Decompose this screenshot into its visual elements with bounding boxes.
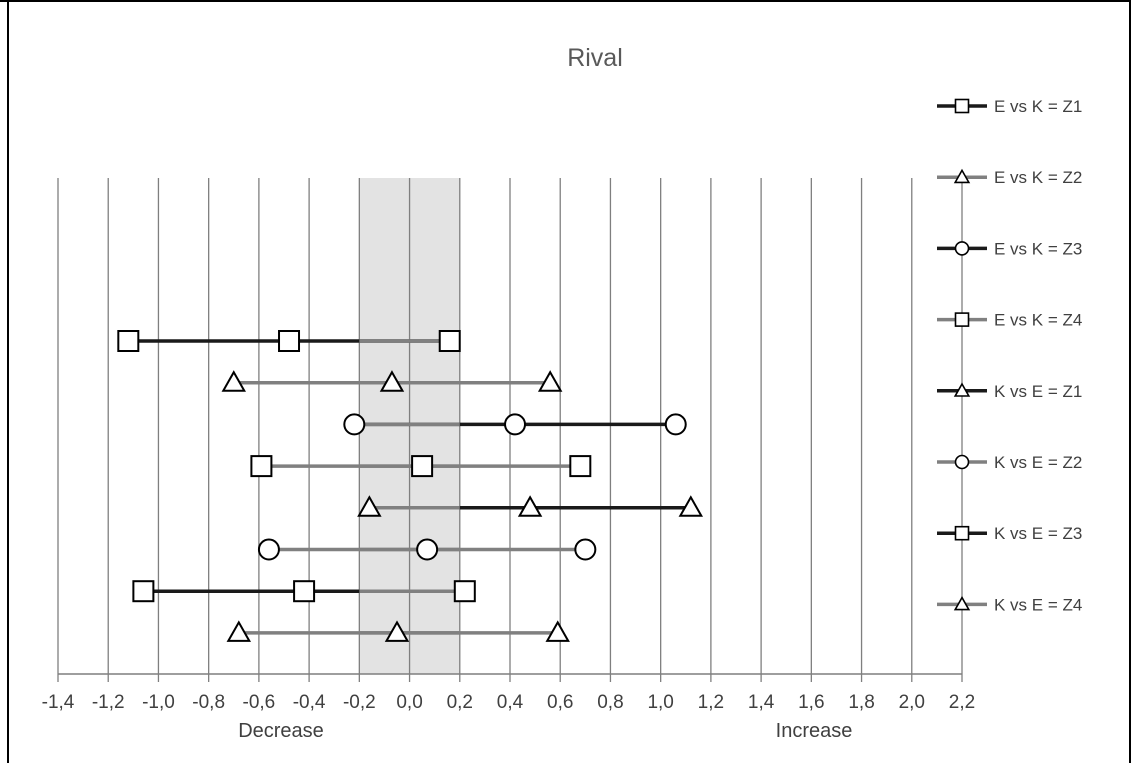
point-mid <box>517 495 543 517</box>
legend-label: E vs K = Z2 <box>994 168 1082 187</box>
legend-swatch-marker <box>953 595 971 611</box>
point-low <box>250 455 273 478</box>
tick-label: 0,8 <box>597 692 623 713</box>
point-low <box>132 580 155 603</box>
tick-label: 0,4 <box>497 692 524 713</box>
series-row <box>226 620 570 642</box>
tick-label: 1,6 <box>798 692 824 713</box>
increase-label: Increase <box>776 720 853 742</box>
point-high <box>545 620 570 642</box>
tick-label: 2,0 <box>899 692 925 713</box>
tick-label: -0,6 <box>243 692 276 713</box>
tick-label: 1,2 <box>698 692 724 713</box>
point-low <box>221 370 246 392</box>
point-mid <box>278 330 301 352</box>
point-mid <box>416 538 439 561</box>
series-row <box>257 538 597 561</box>
legend-item: K vs E = Z4 <box>937 595 1082 614</box>
legend-label: E vs K = Z4 <box>994 311 1082 330</box>
legend-item: E vs K = Z2 <box>937 168 1082 187</box>
tick-label: -1,2 <box>92 692 125 713</box>
point-mid <box>504 413 527 436</box>
legend-swatch-marker <box>953 168 971 184</box>
legend-swatch-marker <box>954 312 970 327</box>
legend-swatch-marker <box>954 98 970 114</box>
point-low <box>343 413 366 436</box>
tick-label: 1,4 <box>748 692 775 713</box>
legend-label: K vs E = Z1 <box>994 382 1082 401</box>
legend-item: K vs E = Z1 <box>937 382 1082 401</box>
point-high <box>453 580 476 603</box>
series-row <box>357 495 704 517</box>
series-row <box>132 580 476 603</box>
point-high <box>537 370 563 392</box>
decrease-label: Decrease <box>238 720 324 742</box>
tick-label: -1,4 <box>42 692 75 713</box>
legend-label: E vs K = Z3 <box>994 239 1082 258</box>
legend-label: E vs K = Z1 <box>994 97 1082 116</box>
legend-swatch-marker <box>954 525 970 541</box>
tick-label: 2,2 <box>949 692 975 713</box>
legend-label: K vs E = Z3 <box>994 524 1082 543</box>
tick-label: 0,6 <box>547 692 573 713</box>
point-mid <box>411 455 434 478</box>
point-high <box>574 538 597 561</box>
point-high <box>569 455 592 478</box>
point-low <box>357 495 382 517</box>
point-high <box>664 413 687 436</box>
legend-item: E vs K = Z1 <box>937 97 1082 116</box>
point-mid <box>379 370 405 392</box>
point-mid <box>293 580 316 603</box>
x-axis-ticks: -1,4 -1,2 -1,0 -0,8 -0,6 -0,4 -0,2 0,0 0,2 0,4 0,6… <box>42 674 975 713</box>
series-row <box>221 370 563 392</box>
legend-swatch-marker <box>954 241 970 256</box>
point-low <box>257 538 280 561</box>
legend-label: K vs E = Z4 <box>994 595 1082 614</box>
legend-item: K vs E = Z2 <box>937 453 1082 472</box>
legend-item: E vs K = Z4 <box>937 311 1082 330</box>
tick-label: 1,0 <box>647 692 673 713</box>
series-layer <box>117 330 704 642</box>
series-row <box>250 455 592 478</box>
series-row <box>343 413 687 436</box>
tick-label: 0,2 <box>447 692 473 713</box>
point-low <box>226 620 252 642</box>
chart-title: Rival <box>567 44 623 72</box>
series-row <box>117 330 461 352</box>
point-mid <box>384 620 410 642</box>
legend-swatch-marker <box>953 382 971 397</box>
tick-label: -0,8 <box>192 692 225 713</box>
tick-label: -0,4 <box>293 692 326 713</box>
legend-swatch-marker <box>954 454 970 470</box>
point-low <box>117 330 140 352</box>
legend-item: K vs E = Z3 <box>937 524 1082 543</box>
point-high <box>678 495 704 517</box>
legend-item: E vs K = Z3 <box>937 239 1082 258</box>
tick-label: -1,0 <box>142 692 175 713</box>
tick-label: 0,0 <box>396 692 422 713</box>
tick-label: 1,8 <box>848 692 874 713</box>
legend: E vs K = Z1 E vs K = Z2 E vs K = Z3 E vs K … <box>937 97 1082 614</box>
tick-label: -0,2 <box>343 692 376 713</box>
legend-label: K vs E = Z2 <box>994 453 1082 472</box>
point-high <box>438 330 461 352</box>
